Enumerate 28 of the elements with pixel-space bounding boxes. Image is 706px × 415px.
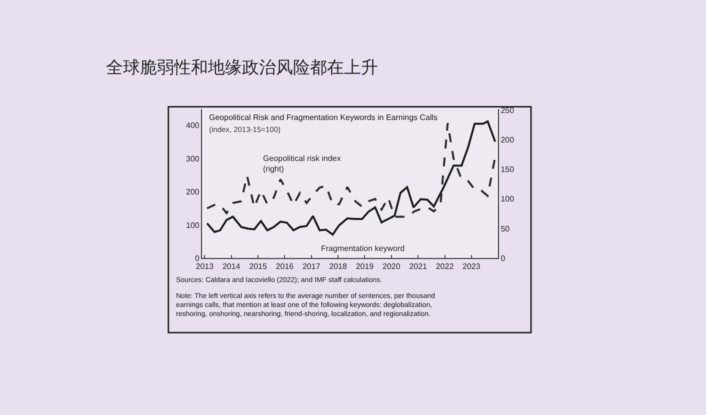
- y2-tick-label: 100: [500, 194, 515, 204]
- x-tick-label: 2023: [462, 262, 481, 271]
- x-tick-label: 2020: [382, 262, 401, 271]
- x-tick-label: 2013: [196, 262, 214, 271]
- series-label: Geopolitical risk index (right): [263, 154, 341, 174]
- line-series: [206, 122, 496, 218]
- y2-tick-label: 0: [500, 254, 506, 263]
- x-tick-label: 2021: [409, 262, 428, 271]
- y2-tick-label: 50: [500, 224, 510, 234]
- y-tick-label: 400: [186, 121, 200, 130]
- y2-tick-label: 250: [500, 106, 515, 115]
- y-tick-label: 0: [194, 254, 200, 263]
- line-series: [206, 120, 496, 236]
- x-tick-label: 2015: [249, 262, 268, 271]
- text: Geopolitical Risk and Fragmentation Keywords in Earnings Calls: [209, 113, 438, 122]
- series-label: Fragmentation keyword: [321, 244, 405, 253]
- y-tick-label: 100: [186, 220, 200, 230]
- x-tick-label: 2017: [302, 262, 321, 271]
- x-tick-label: 2019: [356, 262, 374, 271]
- y-tick-label: 300: [186, 154, 200, 164]
- x-tick-label: 2018: [329, 262, 348, 271]
- chart-title: 全球脆弱性和地缘政治风险都在上升: [106, 58, 378, 78]
- x-tick-label: 2014: [222, 262, 241, 271]
- x-tick-label: 2016: [276, 262, 294, 271]
- y-tick-label: 200: [186, 188, 200, 197]
- y2-tick-label: 150: [500, 165, 515, 174]
- x-tick-label: 2022: [436, 262, 454, 271]
- y2-tick-label: 200: [500, 135, 515, 144]
